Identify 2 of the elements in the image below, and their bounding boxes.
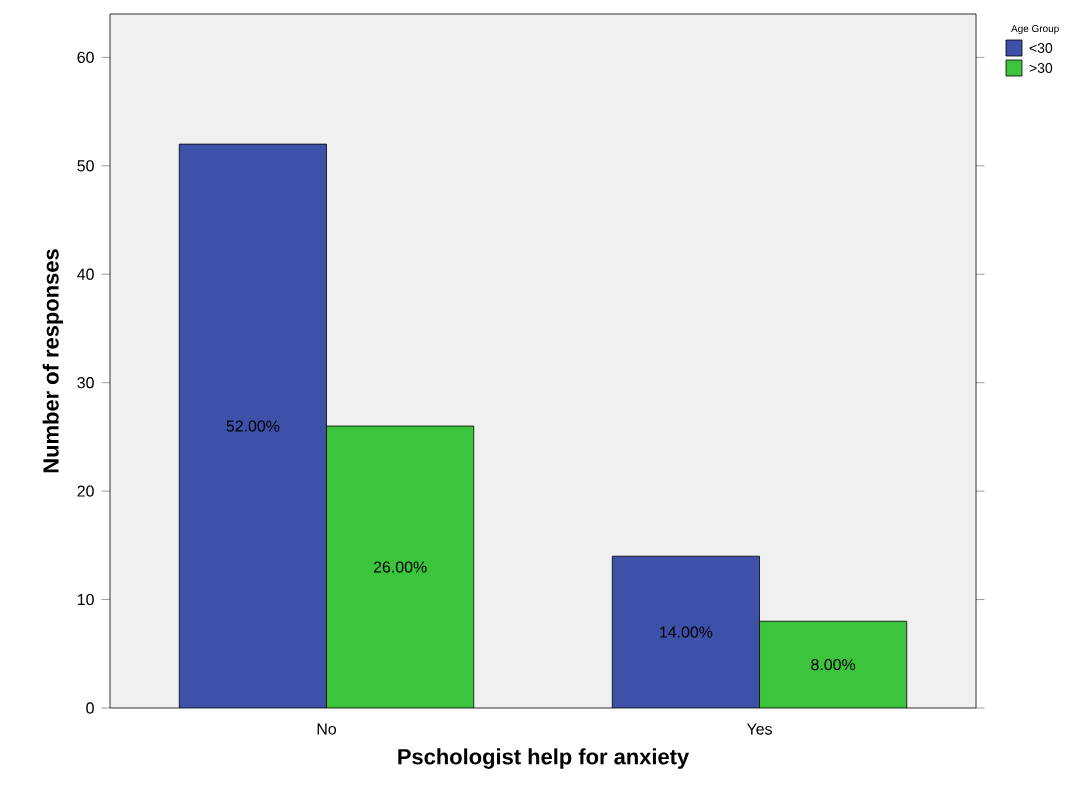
y-axis-title: Number of responses [42,249,64,473]
x-axis-title: Pschologist help for anxiety [398,748,690,769]
